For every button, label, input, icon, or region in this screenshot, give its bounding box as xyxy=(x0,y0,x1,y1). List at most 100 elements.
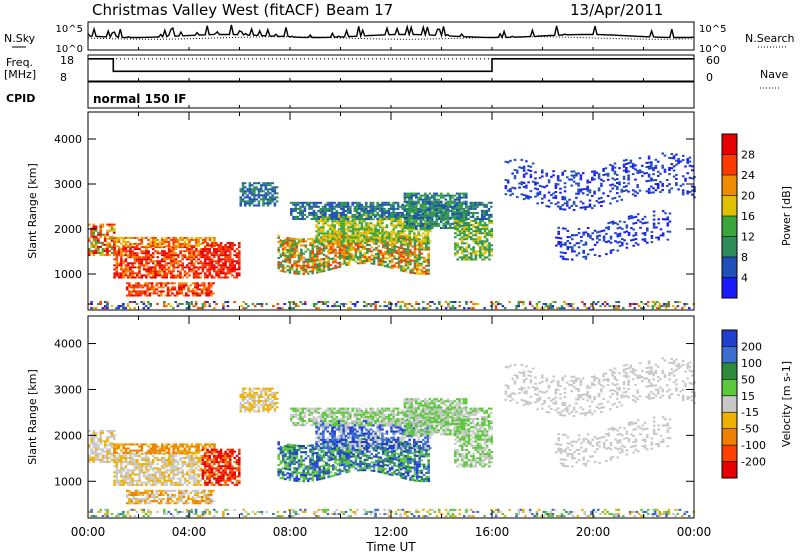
power-cell xyxy=(632,238,635,241)
power-cell xyxy=(453,207,457,210)
power-cell xyxy=(99,227,102,230)
power-cell xyxy=(262,202,265,205)
power-cell xyxy=(294,215,298,218)
power-cell xyxy=(485,244,489,247)
velocity-cell xyxy=(124,467,128,470)
power-cell xyxy=(552,196,555,199)
power-cell xyxy=(342,236,346,239)
power-cell xyxy=(94,225,98,228)
power-cell xyxy=(181,266,184,269)
power-cell xyxy=(240,305,243,308)
power-cell xyxy=(658,303,661,306)
power-cell xyxy=(410,227,413,230)
power-cell xyxy=(204,245,207,248)
power-cell xyxy=(183,274,187,277)
power-cell xyxy=(444,222,448,225)
power-cell xyxy=(479,232,482,235)
power-cell xyxy=(142,236,146,239)
power-cell xyxy=(419,220,423,223)
power-cell xyxy=(260,184,263,187)
power-cell xyxy=(199,250,203,253)
power-cell xyxy=(413,249,417,252)
power-cell xyxy=(338,245,342,248)
power-cell xyxy=(326,240,330,243)
power-cell xyxy=(122,307,125,310)
power-cell xyxy=(430,212,434,215)
power-cell xyxy=(144,305,148,308)
power-cell xyxy=(554,186,558,189)
power-cell xyxy=(148,288,152,291)
power-cell xyxy=(618,195,621,198)
power-cell xyxy=(517,305,521,308)
power-cell xyxy=(106,254,109,257)
power-cell xyxy=(449,224,452,227)
velocity-cell xyxy=(124,471,128,474)
velocity-cell xyxy=(103,460,107,463)
power-cell xyxy=(399,224,402,227)
power-cell xyxy=(611,165,614,168)
power-cell xyxy=(154,238,157,241)
power-cell xyxy=(374,224,377,227)
power-cell xyxy=(319,238,323,241)
power-cell xyxy=(110,237,114,240)
power-cell xyxy=(300,238,303,241)
power-cell xyxy=(418,254,421,257)
power-cell xyxy=(394,236,398,239)
power-cell xyxy=(385,234,389,237)
power-cell xyxy=(359,246,362,249)
power-cell xyxy=(248,200,252,203)
power-cell xyxy=(388,256,392,259)
power-cell xyxy=(483,226,487,229)
power-cell xyxy=(145,258,148,261)
power-cell xyxy=(415,301,418,304)
power-cell xyxy=(238,242,241,245)
power-cell xyxy=(226,246,230,249)
power-cell xyxy=(328,224,332,227)
power-cell xyxy=(196,284,199,287)
power-cell xyxy=(322,259,326,262)
power-cell xyxy=(326,220,330,223)
power-cell xyxy=(363,234,366,237)
power-cell xyxy=(460,240,464,243)
power-cell xyxy=(409,261,412,264)
power-cell xyxy=(302,238,305,241)
power-cell xyxy=(331,237,335,240)
power-cell xyxy=(226,242,230,245)
power-cell xyxy=(422,272,426,275)
power-cell xyxy=(572,176,576,179)
power-cell xyxy=(198,284,202,287)
power-cell xyxy=(647,301,650,304)
power-cell xyxy=(312,205,316,208)
power-cell xyxy=(217,260,221,263)
power-cell xyxy=(271,200,274,203)
power-cell xyxy=(456,246,459,249)
power-cell xyxy=(440,216,443,219)
power-cell xyxy=(571,250,574,253)
power-cell xyxy=(337,218,341,221)
power-cell xyxy=(410,222,413,225)
power-cell xyxy=(538,191,542,194)
power-cell xyxy=(675,159,678,162)
power-cell xyxy=(333,228,336,231)
power-cell xyxy=(239,198,243,201)
power-cell xyxy=(131,262,134,265)
velocity-cell xyxy=(110,431,114,434)
power-cell xyxy=(206,301,209,304)
power-cell xyxy=(164,284,168,287)
power-cell xyxy=(456,258,459,261)
power-cell xyxy=(632,222,635,225)
power-cell xyxy=(375,253,378,256)
power-cell xyxy=(331,224,334,227)
power-cell xyxy=(584,255,588,258)
power-cell xyxy=(160,282,163,285)
power-cell xyxy=(426,198,429,201)
velocity-cell xyxy=(129,481,132,484)
power-cell xyxy=(455,215,459,218)
power-cell xyxy=(171,292,174,295)
power-cell xyxy=(350,257,353,260)
power-cell xyxy=(392,228,396,231)
power-cell xyxy=(336,242,340,245)
power-cell xyxy=(271,196,274,199)
power-cell xyxy=(460,204,463,207)
power-cell xyxy=(319,301,323,304)
